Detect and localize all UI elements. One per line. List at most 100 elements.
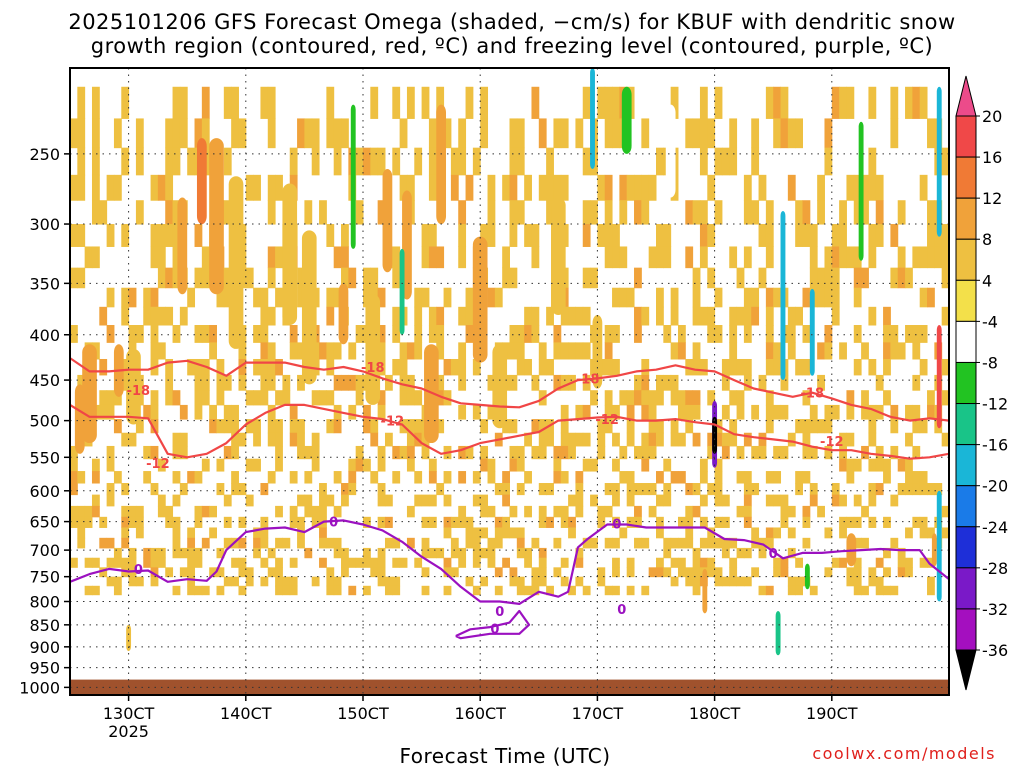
omega-cell bbox=[216, 419, 225, 434]
omega-cell bbox=[699, 494, 708, 507]
omega-cell bbox=[172, 224, 181, 247]
omega-cell bbox=[157, 174, 166, 201]
omega-cell bbox=[692, 432, 701, 447]
omega-cell bbox=[216, 547, 225, 559]
omega-cell bbox=[260, 374, 269, 391]
omega-cell bbox=[436, 86, 445, 119]
omega-cell bbox=[553, 445, 562, 460]
omega-cell bbox=[853, 246, 862, 269]
omega-cell bbox=[494, 287, 503, 308]
omega-cell bbox=[868, 224, 877, 247]
omega-cell bbox=[275, 505, 283, 518]
omega-cell bbox=[927, 527, 935, 539]
omega-feature bbox=[209, 138, 224, 295]
omega-cell bbox=[604, 419, 613, 434]
omega-feature bbox=[775, 611, 781, 656]
omega-cell bbox=[597, 174, 606, 201]
omega-cell bbox=[773, 445, 782, 460]
omega-cell bbox=[868, 306, 877, 326]
omega-cell bbox=[406, 374, 415, 391]
omega-cell bbox=[150, 557, 159, 568]
omega-cell bbox=[384, 585, 393, 596]
omega-cell bbox=[384, 374, 393, 391]
omega-cell bbox=[428, 516, 437, 528]
omega-cell bbox=[685, 537, 694, 549]
omega-cell bbox=[883, 458, 891, 472]
omega-cell bbox=[113, 547, 122, 559]
omega-cell bbox=[260, 516, 269, 528]
omega-cell bbox=[538, 576, 547, 587]
omega-cell bbox=[612, 483, 620, 496]
omega-cell bbox=[743, 287, 752, 308]
omega-cell bbox=[157, 505, 166, 518]
colorbar-label: -4 bbox=[982, 312, 998, 331]
omega-cell bbox=[765, 306, 774, 326]
omega-cell bbox=[743, 200, 752, 225]
omega-cell bbox=[487, 224, 496, 247]
omega-cell bbox=[575, 342, 584, 360]
omega-cell bbox=[531, 585, 540, 596]
omega-cell bbox=[91, 458, 100, 472]
omega-cell bbox=[238, 118, 247, 149]
colorbar: 20 16 12 8 4 -4 -8 -12 -16 -20 -24 -28 -32 -36 bbox=[955, 75, 1008, 691]
omega-cell bbox=[670, 287, 679, 308]
omega-cell bbox=[289, 419, 298, 434]
omega-cell bbox=[179, 432, 188, 447]
omega-feature bbox=[350, 104, 356, 249]
omega-cell bbox=[846, 174, 855, 201]
omega-cell bbox=[238, 374, 247, 391]
omega-cell bbox=[612, 224, 620, 247]
omega-cell bbox=[91, 505, 100, 518]
colorbar-label: 16 bbox=[982, 148, 1002, 167]
omega-cell bbox=[524, 432, 532, 447]
omega-cell bbox=[524, 224, 532, 247]
omega-cell bbox=[502, 174, 510, 201]
omega-cell bbox=[502, 471, 510, 484]
omega-cell bbox=[553, 567, 562, 578]
omega-cell bbox=[260, 287, 269, 308]
omega-cell bbox=[480, 118, 489, 149]
omega-cell bbox=[663, 374, 672, 391]
omega-cell bbox=[670, 471, 679, 484]
omega-cell bbox=[245, 458, 254, 472]
omega-cell bbox=[319, 342, 327, 360]
omega-cell bbox=[341, 567, 349, 578]
omega-cell bbox=[472, 557, 481, 568]
omega-cell bbox=[231, 445, 239, 460]
omega-cell bbox=[897, 458, 906, 472]
omega-cell bbox=[941, 246, 949, 269]
credit-link[interactable]: coolwx.com/models bbox=[812, 744, 996, 763]
omega-cell bbox=[787, 585, 796, 596]
omega-cell bbox=[436, 306, 445, 326]
omega-cell bbox=[443, 567, 452, 578]
omega-cell bbox=[157, 306, 166, 326]
omega-cell bbox=[707, 432, 716, 447]
omega-cell bbox=[297, 419, 305, 434]
omega-cell bbox=[348, 483, 357, 496]
omega-cell bbox=[238, 432, 247, 447]
omega-cell bbox=[70, 458, 78, 472]
omega-cell bbox=[172, 471, 181, 484]
omega-cell bbox=[692, 547, 701, 559]
omega-cell bbox=[765, 200, 774, 225]
omega-cell bbox=[831, 224, 840, 247]
omega-cell bbox=[377, 147, 386, 176]
omega-cell bbox=[875, 576, 884, 587]
omega-cell bbox=[341, 547, 349, 559]
omega-cell bbox=[751, 147, 760, 176]
omega-cell bbox=[106, 445, 115, 460]
omega-cell bbox=[150, 390, 159, 406]
omega-cell bbox=[853, 358, 862, 376]
omega-cell bbox=[868, 432, 877, 447]
omega-cell bbox=[245, 494, 254, 507]
omega-cell bbox=[538, 174, 547, 201]
omega-cell bbox=[524, 174, 532, 201]
omega-cell bbox=[861, 342, 869, 360]
omega-cell bbox=[736, 505, 745, 518]
omega-cell bbox=[524, 505, 532, 518]
omega-cell bbox=[582, 306, 591, 326]
omega-cell bbox=[392, 147, 401, 176]
x-tick-year-label: 2025 bbox=[108, 722, 149, 741]
omega-cell bbox=[714, 516, 723, 528]
omega-cell bbox=[128, 576, 137, 587]
